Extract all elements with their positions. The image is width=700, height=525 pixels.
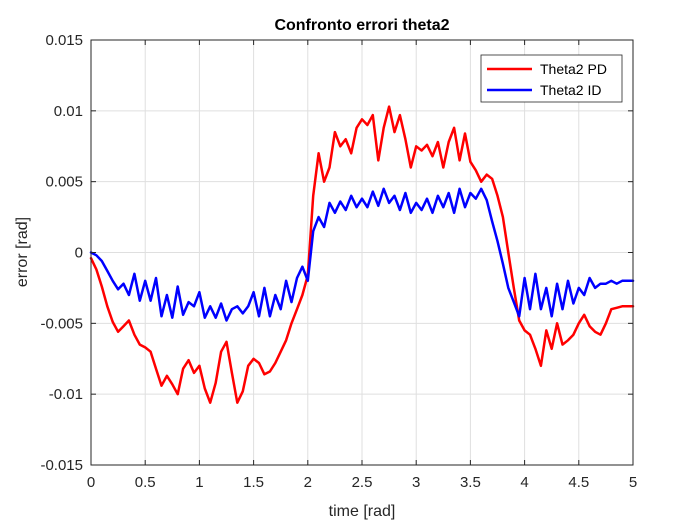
y-tick-label: 0.01 — [54, 103, 83, 120]
series-line-theta2-id — [89, 187, 635, 322]
y-tick-label: -0.005 — [40, 315, 83, 332]
x-tick-label: 4.5 — [568, 474, 589, 491]
y-tick-label: -0.015 — [40, 457, 83, 474]
x-tick-label: 3 — [412, 474, 420, 491]
y-tick-label: -0.01 — [49, 386, 83, 403]
x-tick-label: 2.5 — [352, 474, 373, 491]
y-tick-label: 0 — [75, 245, 83, 262]
legend-box — [480, 54, 623, 103]
legend-label-pd: Theta2 PD — [540, 61, 607, 77]
legend: Theta2 PD Theta2 ID — [480, 54, 623, 103]
y-tick-label: 0.005 — [45, 174, 83, 191]
series-lines — [89, 105, 635, 404]
x-tick-label: 3.5 — [460, 474, 481, 491]
x-tick-label: 5 — [629, 474, 637, 491]
legend-label-id: Theta2 ID — [540, 82, 601, 98]
y-axis-label: error [rad] — [14, 217, 31, 287]
x-tick-label: 2 — [304, 474, 312, 491]
y-tick-label: 0.015 — [45, 32, 83, 49]
series-line-theta2-pd — [89, 105, 635, 404]
x-tick-label: 1.5 — [243, 474, 264, 491]
axis-ticks: 0 0.5 1 1.5 2 2.5 3 3.5 4 4.5 5 -0.015 -0.01 -0.005 0 0… — [40, 32, 637, 491]
x-tick-label: 0 — [87, 474, 95, 491]
x-tick-label: 4 — [520, 474, 528, 491]
x-tick-label: 0.5 — [135, 474, 156, 491]
x-axis-label: time [rad] — [329, 503, 396, 520]
x-tick-label: 1 — [195, 474, 203, 491]
chart-title: Confronto errori theta2 — [274, 17, 449, 34]
